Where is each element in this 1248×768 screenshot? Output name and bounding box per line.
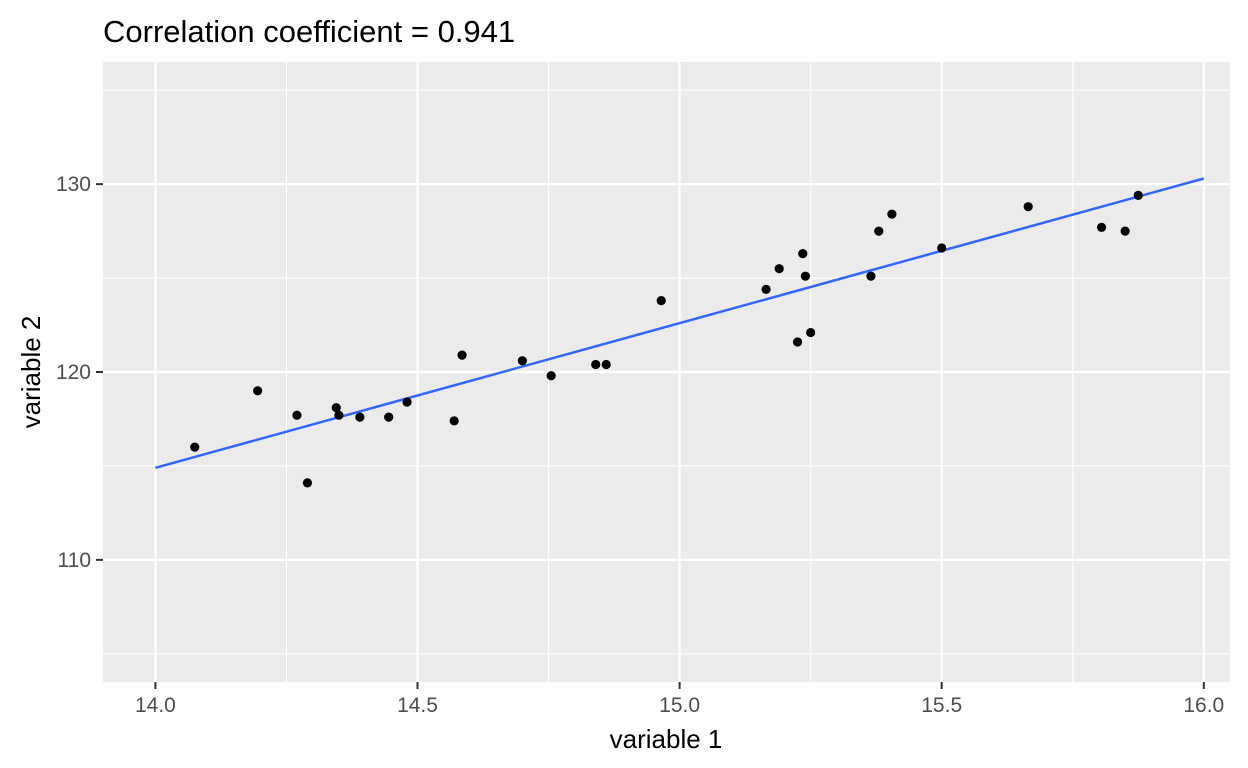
scatter-point [1023,202,1033,212]
x-tick-label: 16.0 [1183,694,1224,717]
x-axis-ticks: 14.0 14.5 15.0 15.5 16.0 [135,682,1224,717]
major-gridlines [103,62,1230,682]
scatter-point [457,350,467,360]
scatter-point [591,359,601,370]
x-axis-title: variable 1 [610,724,723,754]
scatter-point [937,243,947,253]
y-tick-label: 120 [56,361,91,384]
scatter-point [449,416,459,426]
scatter-point [355,412,365,422]
scatter-point [302,478,313,488]
scatter-point [792,337,803,347]
scatter-point [253,386,263,396]
scatter-point [656,296,666,306]
scatter-point [601,359,611,370]
chart-title: Correlation coefficient = 0.941 [103,14,515,49]
x-tick-label: 14.0 [135,694,176,717]
scatter-point [866,271,876,281]
scatter-point [887,209,897,219]
scatter-point [800,271,811,281]
scatter-point [1120,226,1130,236]
scatter-point [546,371,556,381]
scatter-point [761,284,771,294]
scatter-point [190,442,200,452]
scatter-point [1096,222,1107,232]
y-axis-title: variable 2 [16,316,46,429]
fit-line-layer [155,177,1205,470]
regression-line [155,177,1205,470]
scatter-point [806,327,816,338]
scatter-point [334,410,344,420]
x-tick-label: 14.5 [397,694,438,717]
scatter-point [874,226,884,236]
scatter-point [331,403,341,413]
x-tick-label: 15.0 [659,694,700,717]
scatter-point [517,356,527,366]
y-tick-label: 130 [56,173,91,196]
scatter-point [292,410,302,420]
scatter-point [402,397,412,407]
scatter-point [1133,190,1143,200]
scatter-point [774,264,784,274]
data-points [190,190,1143,488]
scatter-point [798,249,808,259]
y-axis-ticks: 110 120 130 [56,173,103,572]
x-tick-label: 15.5 [921,694,962,717]
scatter-point [384,412,394,422]
y-tick-label: 110 [58,549,91,572]
